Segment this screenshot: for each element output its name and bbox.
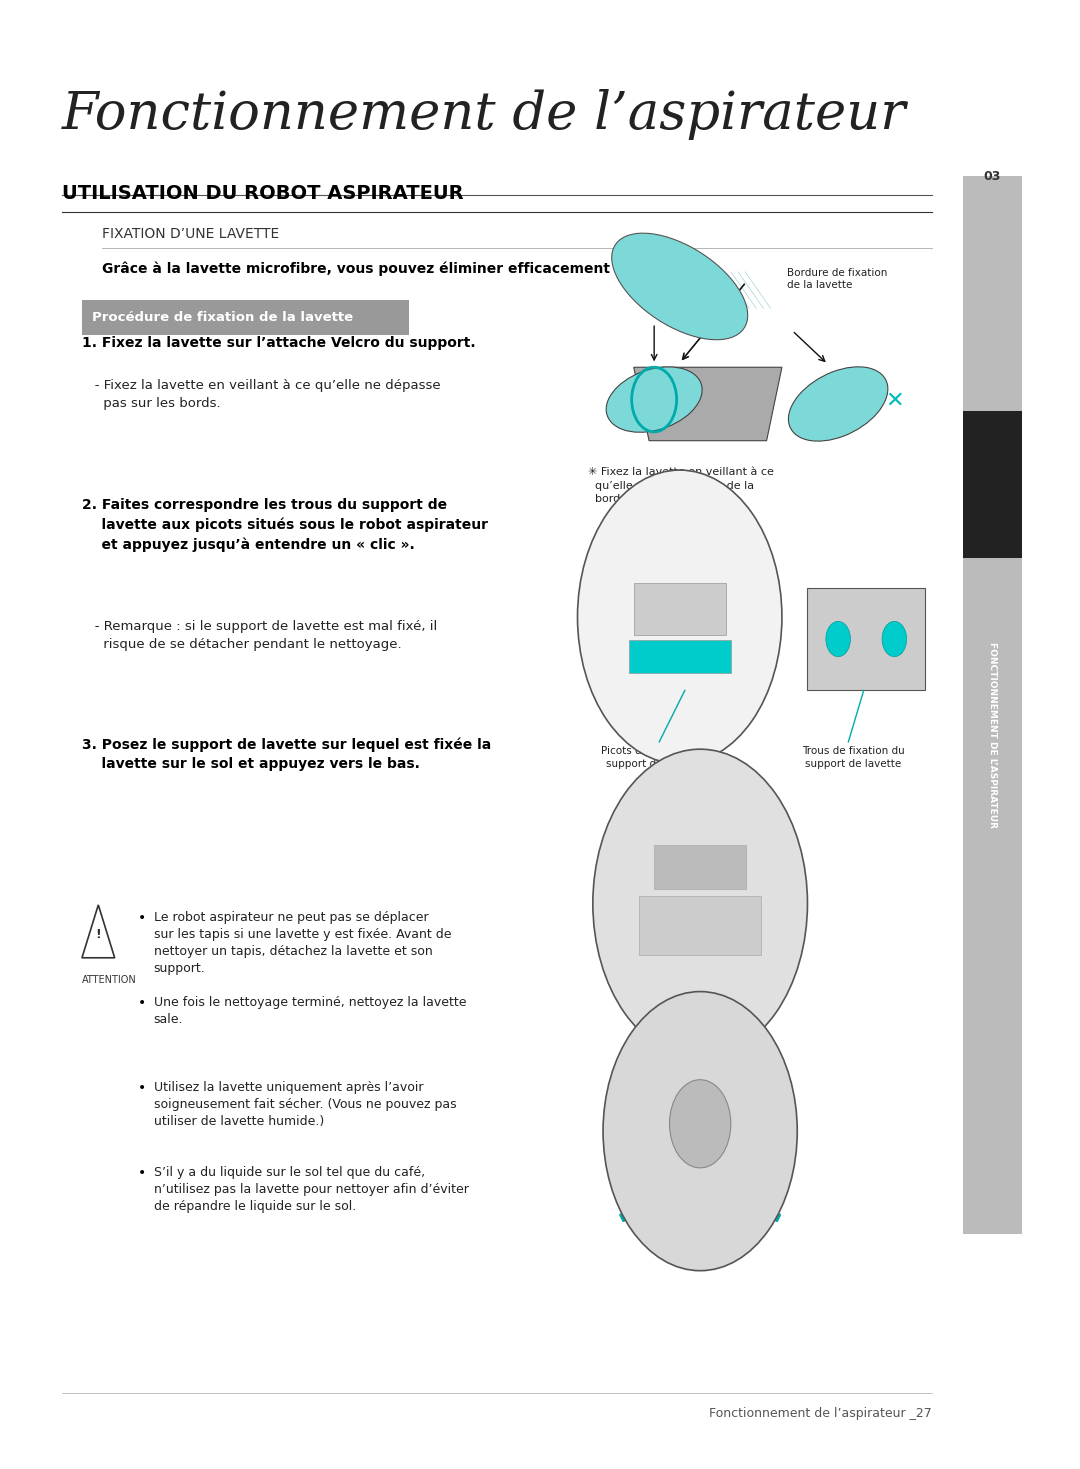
FancyBboxPatch shape (639, 896, 761, 955)
Circle shape (578, 470, 782, 764)
Text: Picots de fixation du
support de lavette: Picots de fixation du support de lavette (602, 746, 707, 768)
FancyBboxPatch shape (82, 300, 409, 335)
Text: •: • (138, 911, 147, 925)
FancyBboxPatch shape (963, 176, 1022, 1234)
Ellipse shape (606, 367, 702, 432)
Text: - Remarque : si le support de lavette est mal fixé, il
     risque de se détache: - Remarque : si le support de lavette es… (82, 620, 437, 651)
FancyBboxPatch shape (629, 640, 731, 673)
Text: !: ! (95, 928, 102, 940)
Text: - Fixez la lavette en veillant à ce qu’elle ne dépasse
     pas sur les bords.: - Fixez la lavette en veillant à ce qu’e… (82, 379, 441, 410)
Text: •: • (138, 1081, 147, 1096)
Text: Fonctionnement de l’aspirateur _27: Fonctionnement de l’aspirateur _27 (710, 1407, 932, 1421)
Ellipse shape (611, 234, 747, 339)
FancyBboxPatch shape (634, 583, 726, 635)
Text: 03: 03 (984, 170, 1001, 182)
FancyBboxPatch shape (963, 411, 1022, 558)
Polygon shape (634, 367, 782, 441)
Text: Une fois le nettoyage terminé, nettoyez la lavette
sale.: Une fois le nettoyage terminé, nettoyez … (153, 996, 465, 1025)
Circle shape (603, 992, 797, 1271)
Text: FONCTIONNEMENT DE L’ASPIRATEUR: FONCTIONNEMENT DE L’ASPIRATEUR (988, 642, 997, 827)
Text: S’il y a du liquide sur le sol tel que du café,
n’utilisez pas la lavette pour n: S’il y a du liquide sur le sol tel que d… (153, 1166, 469, 1213)
Text: UTILISATION DU ROBOT ASPIRATEUR: UTILISATION DU ROBOT ASPIRATEUR (62, 184, 463, 203)
Text: 3. Posez le support de lavette sur lequel est fixée la
    lavette sur le sol et: 3. Posez le support de lavette sur leque… (82, 737, 491, 771)
Text: •: • (138, 1166, 147, 1181)
Circle shape (670, 1080, 731, 1168)
FancyBboxPatch shape (654, 845, 746, 889)
Text: FIXATION D’UNE LAVETTE: FIXATION D’UNE LAVETTE (103, 226, 280, 241)
Text: ATTENTION: ATTENTION (82, 975, 137, 986)
Text: ✳ Fixez la lavette en veillant à ce
  qu’elle ne dépasse pas de la
  bordure de : ✳ Fixez la lavette en veillant à ce qu’e… (588, 467, 773, 504)
Polygon shape (808, 588, 926, 690)
Text: Bordure de fixation
de la lavette: Bordure de fixation de la lavette (787, 267, 888, 291)
Text: Fonctionnement de l’aspirateur: Fonctionnement de l’aspirateur (62, 88, 906, 140)
Ellipse shape (788, 367, 888, 441)
Text: Trous de fixation du
support de lavette: Trous de fixation du support de lavette (802, 746, 905, 768)
Text: Le robot aspirateur ne peut pas se déplacer
sur les tapis si une lavette y est f: Le robot aspirateur ne peut pas se dépla… (153, 911, 451, 975)
Text: Utilisez la lavette uniquement après l’avoir
soigneusement fait sécher. (Vous ne: Utilisez la lavette uniquement après l’a… (153, 1081, 456, 1128)
Circle shape (882, 621, 906, 657)
Text: Procédure de fixation de la lavette: Procédure de fixation de la lavette (92, 311, 353, 323)
Text: Grâce à la lavette microfibre, vous pouvez éliminer efficacement la poussière.: Grâce à la lavette microfibre, vous pouv… (103, 261, 716, 276)
Text: ✕: ✕ (885, 391, 904, 411)
Text: •: • (138, 996, 147, 1011)
Circle shape (826, 621, 850, 657)
Circle shape (593, 749, 808, 1058)
Text: 2. Faites correspondre les trous du support de
    lavette aux picots situés sou: 2. Faites correspondre les trous du supp… (82, 498, 488, 552)
Text: 1. Fixez la lavette sur l’attache Velcro du support.: 1. Fixez la lavette sur l’attache Velcro… (82, 335, 475, 350)
